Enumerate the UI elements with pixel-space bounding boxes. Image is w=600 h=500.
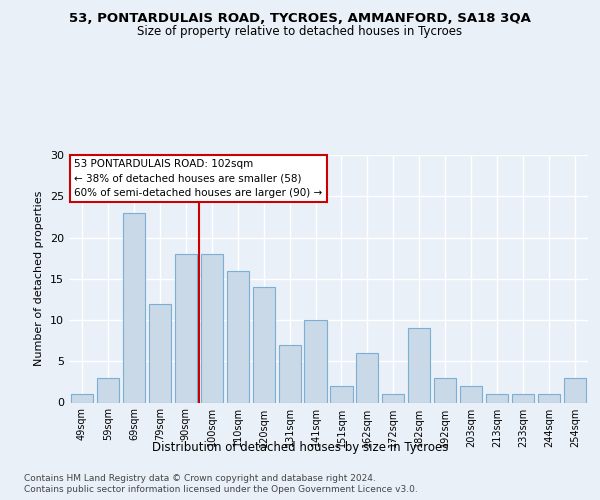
Bar xyxy=(356,353,379,403)
Bar xyxy=(408,328,430,402)
Text: Contains HM Land Registry data © Crown copyright and database right 2024.: Contains HM Land Registry data © Crown c… xyxy=(24,474,376,483)
Bar xyxy=(97,378,119,402)
Bar xyxy=(200,254,223,402)
Bar xyxy=(382,394,404,402)
Text: Size of property relative to detached houses in Tycroes: Size of property relative to detached ho… xyxy=(137,25,463,38)
Text: Contains public sector information licensed under the Open Government Licence v3: Contains public sector information licen… xyxy=(24,485,418,494)
Bar xyxy=(304,320,326,402)
Text: Distribution of detached houses by size in Tycroes: Distribution of detached houses by size … xyxy=(152,441,448,454)
Bar xyxy=(227,270,249,402)
Bar xyxy=(486,394,508,402)
Bar xyxy=(460,386,482,402)
Y-axis label: Number of detached properties: Number of detached properties xyxy=(34,191,44,366)
Bar xyxy=(175,254,197,402)
Text: 53, PONTARDULAIS ROAD, TYCROES, AMMANFORD, SA18 3QA: 53, PONTARDULAIS ROAD, TYCROES, AMMANFOR… xyxy=(69,12,531,26)
Bar xyxy=(434,378,457,402)
Bar xyxy=(71,394,93,402)
Bar xyxy=(538,394,560,402)
Bar xyxy=(331,386,353,402)
Bar xyxy=(149,304,171,402)
Bar xyxy=(512,394,534,402)
Text: 53 PONTARDULAIS ROAD: 102sqm
← 38% of detached houses are smaller (58)
60% of se: 53 PONTARDULAIS ROAD: 102sqm ← 38% of de… xyxy=(74,158,322,198)
Bar xyxy=(564,378,586,402)
Bar xyxy=(253,287,275,403)
Bar xyxy=(278,345,301,403)
Bar xyxy=(123,213,145,402)
